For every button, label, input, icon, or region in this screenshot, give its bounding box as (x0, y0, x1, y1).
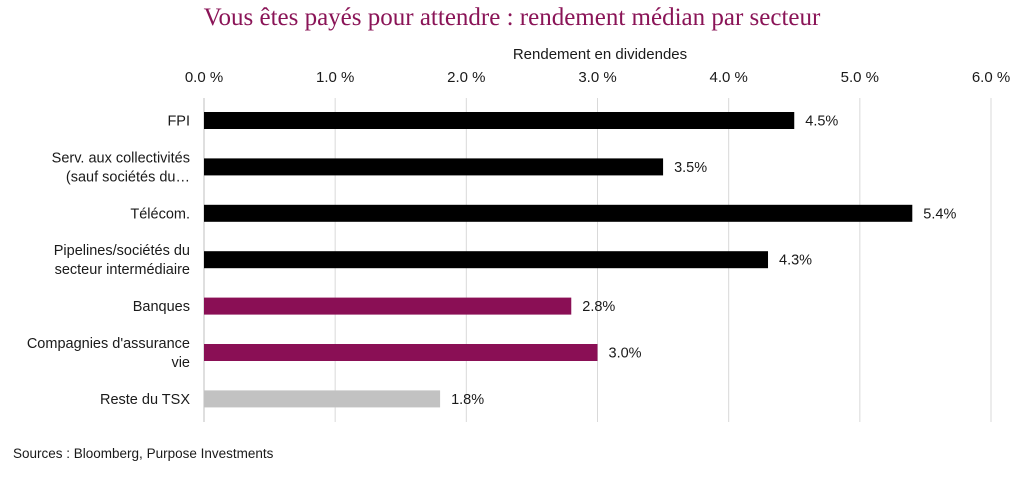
x-tick-label: 4.0 % (709, 69, 747, 86)
category-label: Serv. aux collectivités (sauf sociétés du… (52, 150, 190, 185)
bar (204, 390, 441, 408)
category-label: Compagnies d'assurance vie (27, 336, 190, 371)
x-tick-label: 3.0 % (578, 69, 616, 86)
value-labels: 4.5% 3.5% 5.4% 4.3% 2.8% 3.0% 1.8% (451, 114, 956, 408)
bars (204, 112, 913, 408)
value-label: 1.8% (451, 392, 484, 408)
value-label: 3.0% (609, 346, 642, 362)
source-note: Sources : Bloomberg, Purpose Investments (13, 446, 274, 461)
bar (204, 204, 913, 222)
bar (204, 251, 769, 269)
x-tick-label: 1.0 % (316, 69, 354, 86)
x-tick-label: 0.0 % (185, 69, 223, 86)
x-axis-label: Rendement en dividendes (512, 46, 688, 63)
value-label: 2.8% (582, 299, 615, 315)
x-tick-label: 5.0 % (841, 69, 879, 86)
bar (204, 297, 572, 315)
bar (204, 158, 664, 176)
category-label: Banques (133, 299, 190, 315)
value-label: 5.4% (923, 206, 956, 222)
chart-title: Vous êtes payés pour attendre : rendemen… (203, 4, 821, 31)
category-label: Pipelines/sociétés du secteur intermédiai… (54, 243, 190, 278)
category-labels: FPI Serv. aux collectivités (sauf sociétés… (27, 114, 190, 408)
x-tick-label: 6.0 % (972, 69, 1010, 86)
x-tick-labels: 0.0 % 1.0 % 2.0 % 3.0 % 4.0 % 5.0 % 6.0 % (185, 69, 1010, 86)
category-label: Télécom. (130, 206, 190, 222)
x-tick-label: 2.0 % (447, 69, 485, 86)
value-label: 4.5% (805, 114, 838, 130)
bar (204, 112, 795, 129)
category-label: FPI (167, 114, 190, 130)
category-label: Reste du TSX (100, 392, 190, 408)
value-label: 3.5% (674, 160, 707, 176)
value-label: 4.3% (779, 253, 812, 269)
bar (204, 344, 598, 361)
